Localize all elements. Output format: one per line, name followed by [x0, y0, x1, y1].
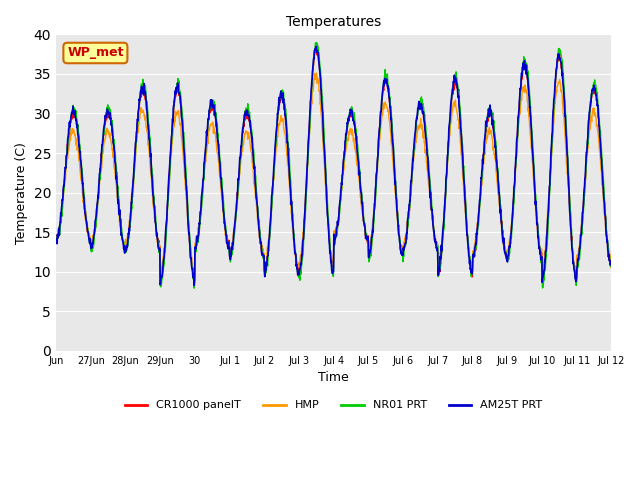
CR1000 panelT — [190, 281, 198, 287]
CR1000 panelT — [309, 68, 317, 73]
NR01 PRT — [313, 40, 321, 46]
NR01 PRT — [190, 285, 198, 291]
Legend: CR1000 panelT, HMP, NR01 PRT, AM25T PRT: CR1000 panelT, HMP, NR01 PRT, AM25T PRT — [121, 396, 547, 415]
HMP — [538, 273, 546, 278]
CR1000 panelT — [320, 137, 328, 143]
AM25T PRT — [607, 260, 615, 266]
NR01 PRT — [601, 204, 609, 210]
AM25T PRT — [547, 164, 554, 170]
AM25T PRT — [313, 43, 321, 49]
X-axis label: Time: Time — [318, 371, 349, 384]
CR1000 panelT — [52, 236, 60, 242]
CR1000 panelT — [547, 169, 554, 175]
Title: Temperatures: Temperatures — [286, 15, 381, 29]
HMP — [52, 234, 60, 240]
HMP — [313, 70, 321, 76]
HMP — [319, 147, 327, 153]
AM25T PRT — [320, 140, 328, 145]
HMP — [308, 89, 316, 95]
Line: AM25T PRT: AM25T PRT — [56, 46, 611, 286]
Text: WP_met: WP_met — [67, 47, 124, 60]
CR1000 panelT — [139, 89, 147, 95]
HMP — [601, 216, 609, 222]
HMP — [465, 252, 472, 257]
NR01 PRT — [465, 251, 473, 256]
NR01 PRT — [320, 125, 328, 131]
Line: NR01 PRT: NR01 PRT — [56, 43, 611, 288]
NR01 PRT — [139, 76, 147, 82]
HMP — [607, 252, 615, 257]
CR1000 panelT — [601, 205, 609, 211]
Line: HMP: HMP — [56, 73, 611, 276]
AM25T PRT — [465, 254, 473, 260]
NR01 PRT — [52, 238, 60, 244]
Line: CR1000 panelT: CR1000 panelT — [56, 49, 611, 284]
AM25T PRT — [52, 236, 60, 242]
NR01 PRT — [309, 69, 317, 75]
HMP — [547, 168, 554, 174]
AM25T PRT — [139, 86, 147, 92]
Y-axis label: Temperature (C): Temperature (C) — [15, 142, 28, 243]
CR1000 panelT — [607, 264, 615, 270]
HMP — [139, 108, 147, 114]
CR1000 panelT — [313, 47, 321, 52]
AM25T PRT — [601, 211, 609, 217]
NR01 PRT — [607, 263, 615, 268]
AM25T PRT — [309, 64, 317, 70]
NR01 PRT — [547, 171, 554, 177]
AM25T PRT — [190, 283, 198, 288]
CR1000 panelT — [465, 252, 473, 258]
